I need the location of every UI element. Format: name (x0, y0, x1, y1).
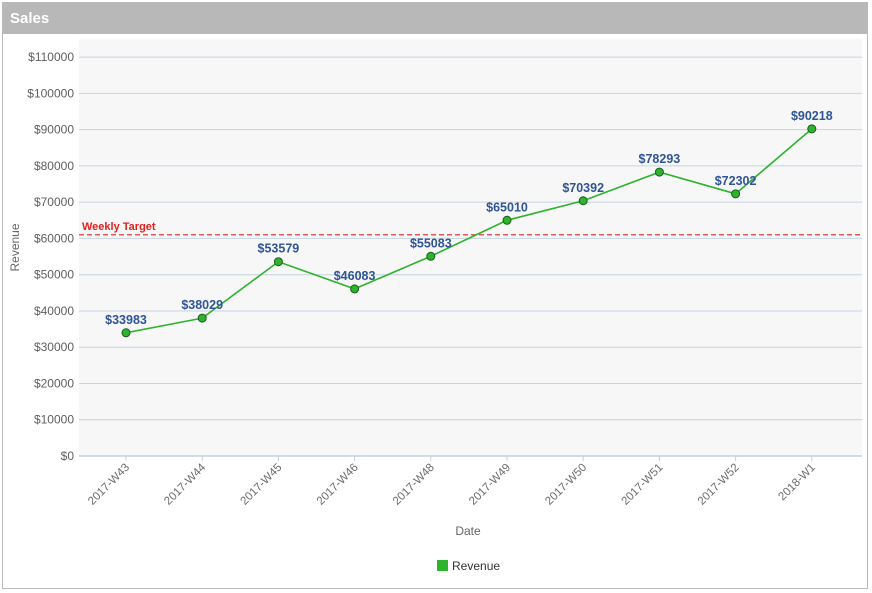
y-tick-label: $30000 (34, 340, 74, 354)
data-label: $53579 (258, 242, 300, 256)
data-label: $90218 (791, 109, 833, 123)
data-point[interactable] (197, 313, 207, 323)
plot-area (79, 39, 862, 456)
data-label: $33983 (105, 313, 147, 327)
revenue-series-line (125, 128, 813, 334)
data-label: $72302 (715, 174, 757, 188)
data-label: $65010 (486, 200, 528, 214)
x-tick-label: 2017-W51 (620, 462, 666, 508)
data-point[interactable] (273, 257, 283, 267)
x-tick-label: 2017-W45 (239, 462, 285, 508)
y-tick-label: $60000 (34, 231, 74, 245)
data-point[interactable] (731, 189, 741, 199)
x-tick-label: 2017-W48 (391, 462, 437, 508)
y-tick-label: $100000 (27, 86, 74, 100)
x-tick-label: 2017-W52 (696, 462, 742, 508)
y-tick-label: $20000 (34, 376, 74, 390)
data-point[interactable] (654, 167, 664, 177)
data-label: $78293 (639, 152, 681, 166)
y-tick-label: $10000 (34, 413, 74, 427)
y-axis-title: Revenue (8, 223, 22, 271)
x-axis-title: Date (455, 524, 481, 538)
x-tick-label: 2017-W44 (162, 461, 208, 507)
data-point[interactable] (578, 196, 588, 206)
y-tick-label: $40000 (34, 304, 74, 318)
panel-title: Sales (3, 3, 867, 34)
x-tick-label: 2017-W50 (543, 462, 589, 508)
data-label: $70392 (562, 181, 604, 195)
y-tick-label: $70000 (34, 195, 74, 209)
data-point[interactable] (502, 215, 512, 225)
data-label: $55083 (410, 236, 452, 250)
data-point[interactable] (807, 124, 817, 134)
y-tick-label: $0 (61, 449, 75, 463)
data-point[interactable] (350, 284, 360, 294)
y-tick-label: $80000 (34, 159, 74, 173)
x-tick-label: 2017-W46 (315, 462, 361, 508)
weekly-target-label: Weekly Target (82, 221, 156, 233)
data-label: $46083 (334, 269, 376, 283)
data-point[interactable] (426, 251, 436, 261)
data-point[interactable] (121, 328, 131, 338)
y-tick-label: $110000 (28, 50, 74, 64)
x-tick-label: 2017-W49 (467, 462, 513, 508)
x-tick-label: 2018-W1 (776, 462, 817, 503)
x-tick-label: 2017-W43 (86, 462, 132, 508)
legend-label-revenue[interactable]: Revenue (452, 559, 500, 573)
legend-swatch-revenue[interactable] (437, 560, 448, 571)
data-label: $38029 (181, 298, 223, 312)
y-tick-label: $50000 (34, 268, 74, 282)
y-tick-label: $90000 (34, 123, 74, 137)
